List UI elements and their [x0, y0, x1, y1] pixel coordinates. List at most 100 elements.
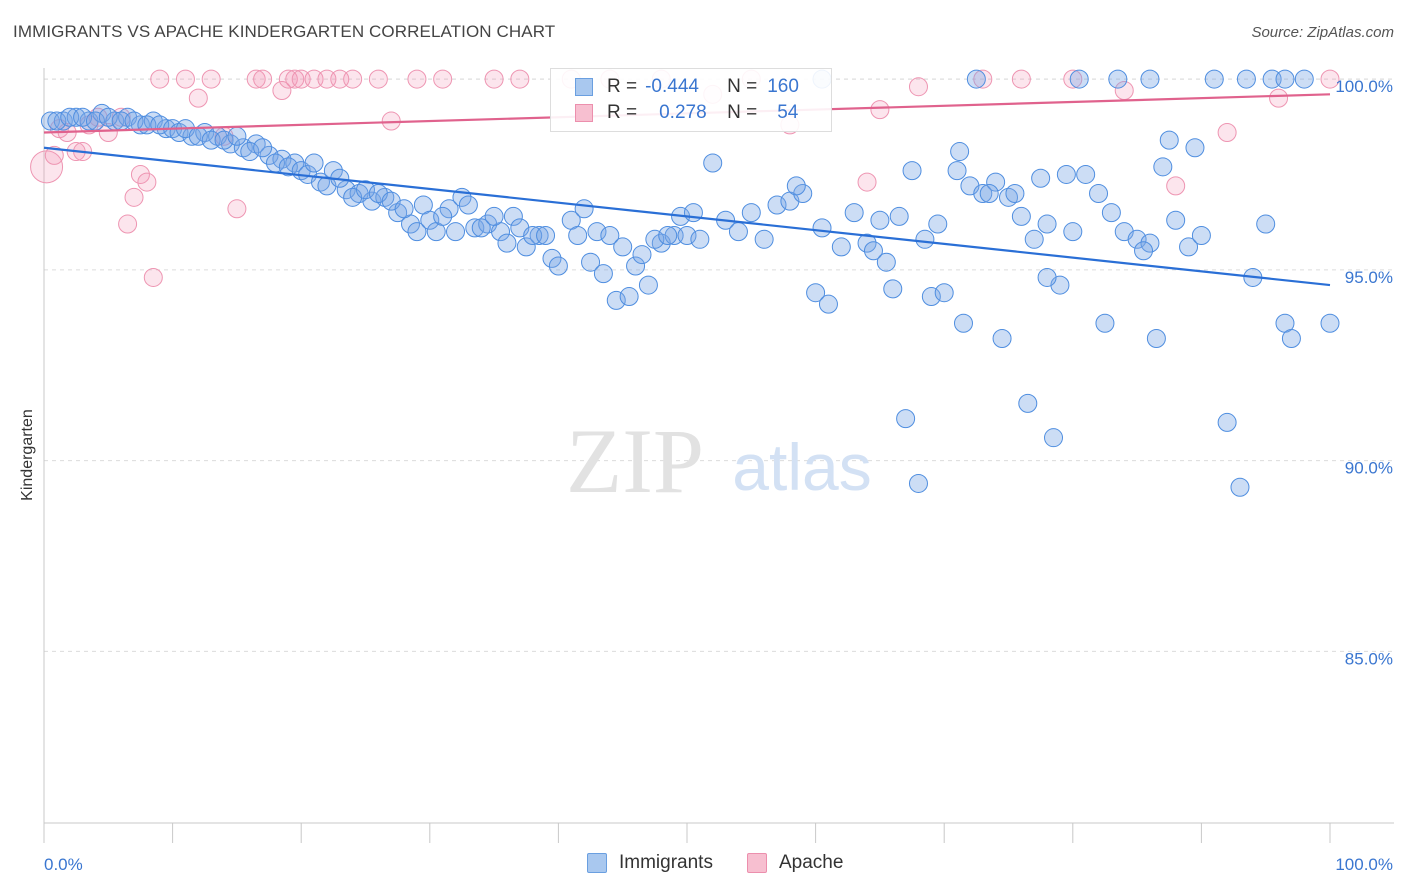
immigrants-point — [458, 195, 478, 215]
x-tick-label: 100.0% — [1335, 855, 1393, 874]
immigrants-point — [902, 161, 922, 181]
apache-point — [510, 69, 530, 89]
apache-point — [272, 81, 292, 101]
immigrants-point — [47, 111, 67, 131]
apache-point — [484, 69, 504, 89]
axes — [43, 68, 1394, 843]
immigrants-point — [1275, 69, 1295, 89]
immigrants-point — [304, 153, 324, 173]
n-label: N = — [727, 76, 758, 97]
immigrants-point — [619, 287, 639, 307]
watermark-atlas: atlas — [732, 430, 871, 504]
legend-row-immigrants: R = -0.444 N = 160 — [575, 75, 799, 99]
immigrants-point — [574, 199, 594, 219]
apache-point — [227, 199, 247, 219]
apache-point — [343, 69, 363, 89]
immigrants-point — [1185, 138, 1205, 158]
immigrants-point — [950, 142, 970, 162]
y-tick-label: 85.0% — [1345, 649, 1393, 668]
immigrants-point — [986, 172, 1006, 192]
n-value: 160 — [767, 76, 799, 97]
watermark: ZIP atlas — [566, 410, 872, 512]
immigrants-point — [1140, 69, 1160, 89]
immigrants-point — [1230, 477, 1250, 497]
r-value: -0.444 — [645, 76, 699, 97]
immigrants-point — [606, 290, 626, 310]
immigrants-point — [1294, 69, 1314, 89]
immigrants-point — [1056, 164, 1076, 184]
immigrants-point — [915, 229, 935, 249]
apache-point — [246, 69, 266, 89]
apache-point — [1063, 69, 1083, 89]
immigrants-point — [66, 107, 86, 127]
apache-point — [188, 88, 208, 108]
immigrants-point — [1217, 412, 1237, 432]
immigrants-point — [1256, 214, 1276, 234]
n-value: 54 — [777, 102, 799, 123]
immigrants-point — [973, 184, 993, 204]
immigrants-point — [259, 145, 279, 165]
immigrants-point — [1095, 313, 1115, 333]
immigrants-point — [73, 107, 93, 127]
immigrants-point — [568, 225, 588, 245]
immigrants-point — [439, 199, 459, 219]
apache-point — [433, 69, 453, 89]
immigrants-point — [818, 294, 838, 314]
immigrants-point — [1063, 222, 1083, 242]
immigrants-point — [600, 225, 620, 245]
immigrants-point — [1044, 428, 1064, 448]
immigrants-point — [1134, 241, 1154, 261]
immigrants-trend-line — [43, 146, 1331, 287]
immigrants-point — [1037, 267, 1057, 287]
legend-item-immigrants[interactable]: Immigrants — [587, 852, 713, 874]
immigrants-point — [683, 203, 703, 223]
immigrants-legend-label: Immigrants — [619, 852, 713, 873]
immigrants-point — [908, 473, 928, 493]
immigrants-point — [812, 218, 832, 238]
legend-item-apache[interactable]: Apache — [746, 852, 844, 874]
apache-point — [253, 69, 273, 89]
immigrants-point — [1089, 184, 1109, 204]
immigrants-point — [214, 130, 234, 150]
immigrants-point — [394, 199, 414, 219]
r-value: 0.278 — [659, 102, 707, 123]
immigrants-point — [658, 225, 678, 245]
immigrants-point — [1281, 328, 1301, 348]
immigrants-point — [497, 233, 517, 253]
immigrants-point — [253, 138, 273, 158]
y-tick-label: 95.0% — [1345, 268, 1393, 287]
n-label: N = — [727, 102, 758, 123]
apache-point — [1217, 122, 1237, 142]
apache-point — [150, 69, 170, 89]
watermark-zip: ZIP — [566, 410, 704, 512]
immigrants-point — [953, 313, 973, 333]
immigrants-point — [754, 229, 774, 249]
immigrants-point — [227, 126, 247, 146]
y-tick-label: 100.0% — [1335, 77, 1393, 96]
immigrants-point — [1146, 328, 1166, 348]
r-label: R = — [607, 102, 638, 123]
immigrants-point — [356, 180, 375, 200]
immigrants-point — [98, 107, 118, 127]
immigrants-point — [767, 195, 787, 215]
apache-point — [137, 172, 157, 192]
apache-point — [175, 69, 195, 89]
apache-point — [143, 267, 163, 287]
immigrants-point — [516, 237, 536, 257]
immigrants-point — [857, 233, 877, 253]
immigrants-point — [889, 206, 909, 226]
immigrants-point — [928, 214, 948, 234]
immigrants-point — [529, 225, 549, 245]
immigrants-point — [806, 283, 826, 303]
immigrants-point — [947, 161, 967, 181]
immigrants-legend-swatch — [587, 853, 607, 873]
immigrants-point — [1153, 157, 1173, 177]
immigrants-point — [677, 225, 697, 245]
immigrants-point — [741, 203, 761, 223]
immigrants-point — [1069, 69, 1089, 89]
immigrants-point — [1018, 393, 1038, 413]
series-legend: Immigrants Apache — [587, 852, 877, 874]
apache-legend-label: Apache — [778, 852, 844, 873]
immigrants-point — [979, 184, 999, 204]
immigrants-point — [1076, 164, 1096, 184]
